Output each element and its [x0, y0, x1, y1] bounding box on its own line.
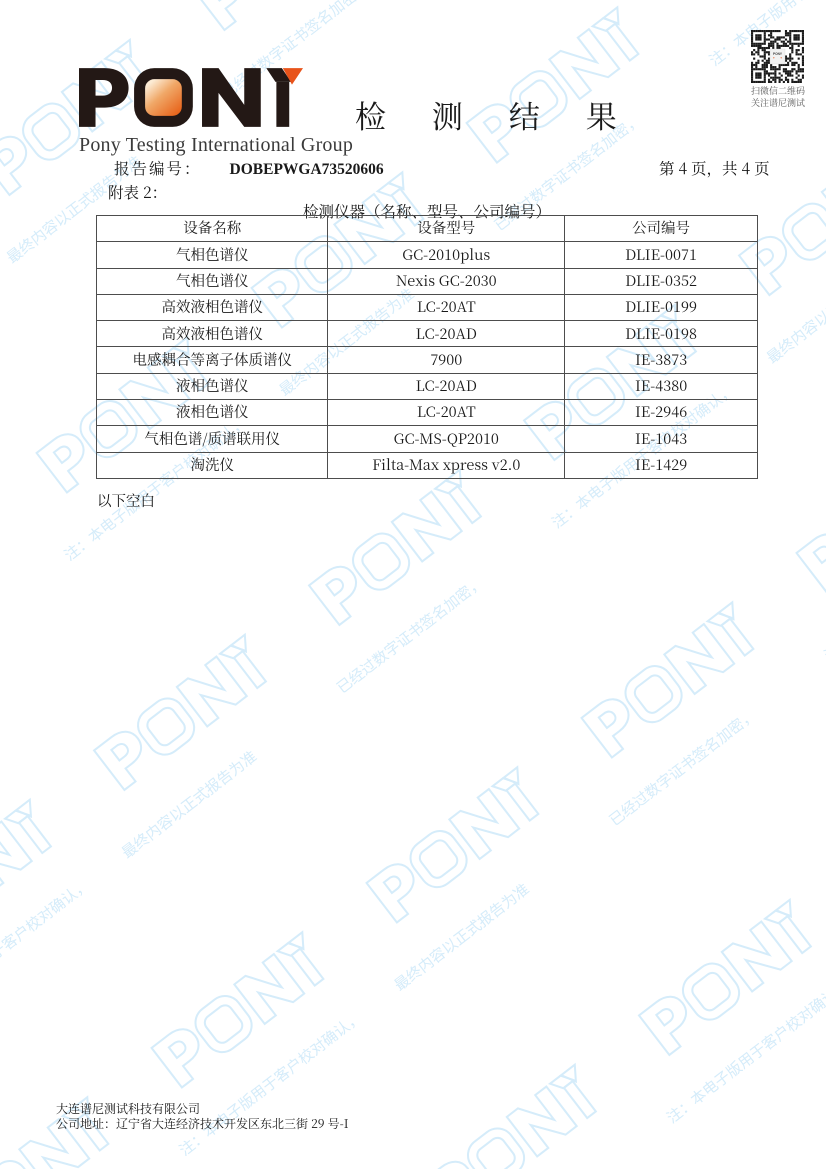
svg-text:PONY: PONY [773, 52, 783, 56]
